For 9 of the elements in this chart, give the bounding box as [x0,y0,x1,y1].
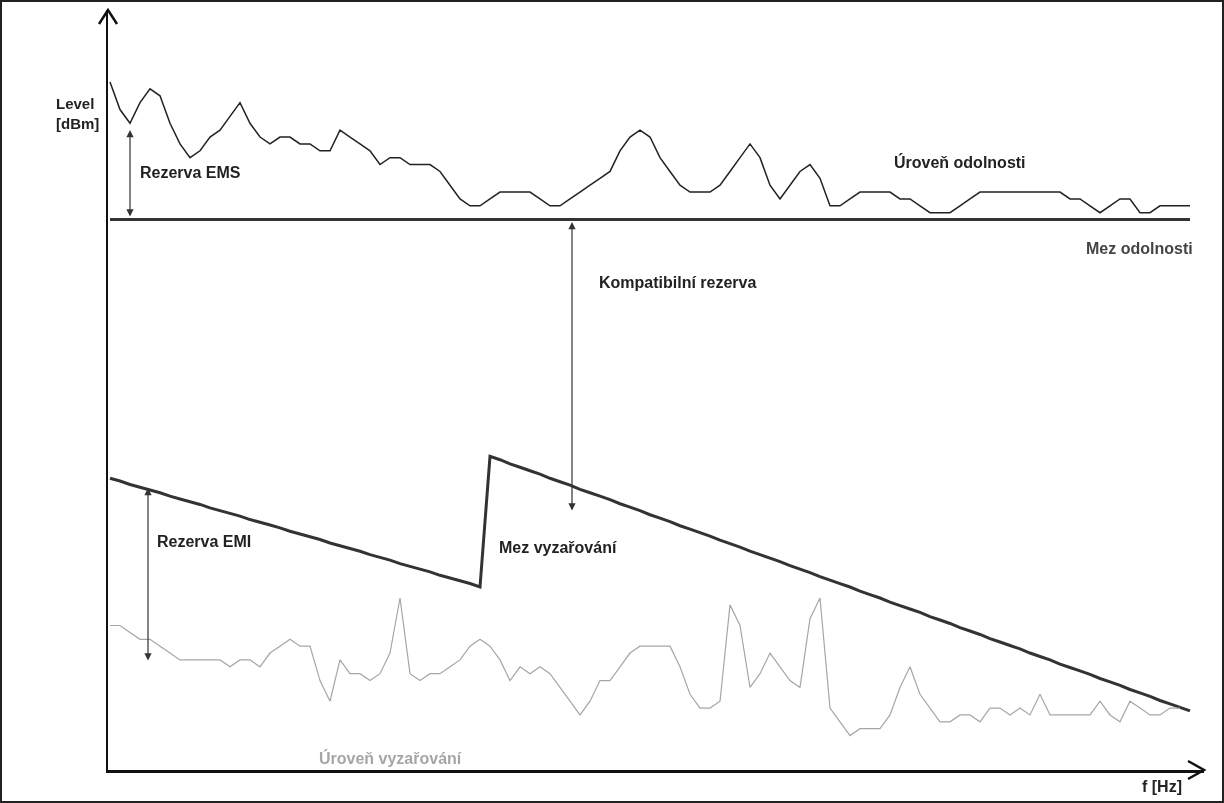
x-axis-title: f [Hz] [1142,778,1182,795]
series-label: Mez vyzařování [499,539,617,556]
text: Úroveň vyzařování [319,749,462,767]
series-label: Mez odolnosti [1086,240,1193,257]
annotation: Kompatibilní rezerva [599,274,757,291]
y-axis-title: Level [dBm] [56,95,100,132]
series-label: Úroveň odolnosti [894,153,1026,171]
annotation: Rezerva EMS [140,164,241,181]
annotation: Rezerva EMI [157,533,252,550]
